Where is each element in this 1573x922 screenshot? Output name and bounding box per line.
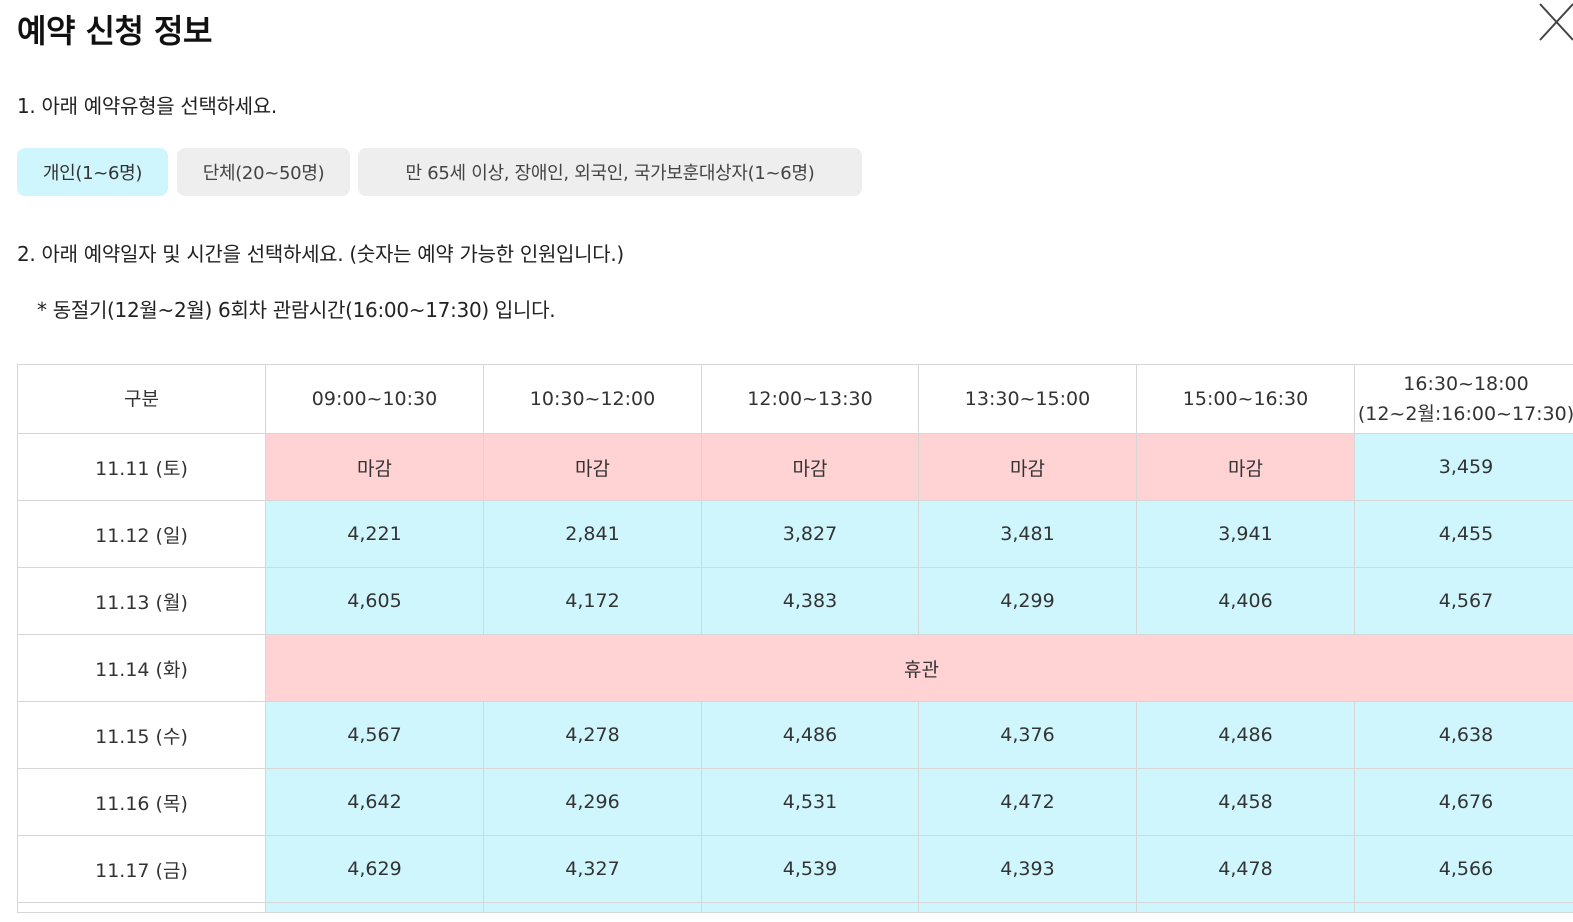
slot-available-cell[interactable]: 4,278 (483, 701, 702, 769)
slot-available-cell[interactable]: 2,841 (483, 500, 702, 568)
row-date: 11.16 (목) (17, 768, 266, 836)
table-row: 11.17 (금) 4,629 4,327 4,539 4,393 4,478 4,566 (17, 835, 1573, 903)
row-date: 11.15 (수) (17, 701, 266, 769)
schedule-header-row: 구분 09:00~10:30 10:30~12:00 12:00~13:30 1… (17, 364, 1573, 434)
page-title: 예약 신청 정보 (17, 12, 212, 50)
table-row: 11.14 (화) 휴관 (17, 634, 1573, 702)
step1-instruction: 1. 아래 예약유형을 선택하세요. (17, 94, 277, 118)
row-date (17, 902, 266, 913)
slot-available-cell[interactable]: 3,481 (918, 500, 1137, 568)
slot-available-cell[interactable]: 4,567 (265, 701, 484, 769)
slot-available-cell[interactable]: 4,472 (918, 768, 1137, 836)
slot-available-cell[interactable]: 4,629 (265, 835, 484, 903)
slot-closed-cell: 마감 (265, 433, 484, 501)
header-slot-2: 10:30~12:00 (483, 364, 702, 434)
table-row-partial (17, 902, 1573, 913)
slot-available-cell[interactable]: 3,827 (701, 500, 919, 568)
header-slot-6-winter: (12~2월:16:00~17:30) (1357, 403, 1573, 425)
slot-available-cell[interactable]: 4,376 (918, 701, 1137, 769)
slot-available-cell[interactable] (918, 902, 1137, 913)
slot-available-cell[interactable]: 4,327 (483, 835, 702, 903)
slot-available-cell[interactable]: 4,406 (1136, 567, 1355, 635)
slot-available-cell[interactable]: 4,567 (1354, 567, 1573, 635)
header-slot-3: 12:00~13:30 (701, 364, 919, 434)
slot-available-cell[interactable]: 4,676 (1354, 768, 1573, 836)
table-row: 11.12 (일) 4,221 2,841 3,827 3,481 3,941 4,455 (17, 500, 1573, 568)
slot-available-cell[interactable]: 4,458 (1136, 768, 1355, 836)
slot-available-cell[interactable] (483, 902, 702, 913)
slot-available-cell[interactable]: 4,296 (483, 768, 702, 836)
slot-available-cell[interactable]: 4,478 (1136, 835, 1355, 903)
close-icon[interactable] (1532, 0, 1573, 46)
slot-available-cell[interactable]: 4,642 (265, 768, 484, 836)
header-slot-4: 13:30~15:00 (918, 364, 1137, 434)
header-category: 구분 (17, 364, 266, 434)
slot-closed-cell: 마감 (1136, 433, 1355, 501)
table-row: 11.11 (토) 마감 마감 마감 마감 마감 3,459 (17, 433, 1573, 501)
schedule-body: 11.11 (토) 마감 마감 마감 마감 마감 3,459 11.12 (일) 4,221 2,… (17, 433, 1573, 913)
slot-available-cell[interactable]: 3,941 (1136, 500, 1355, 568)
row-date: 11.13 (월) (17, 567, 266, 635)
step2-instruction: 2. 아래 예약일자 및 시간을 선택하세요. (숫자는 예약 가능한 인원입니… (17, 242, 624, 266)
slot-available-cell[interactable] (1354, 902, 1573, 913)
header-slot-6: 16:30~18:00 (12~2월:16:00~17:30) (1354, 364, 1573, 434)
header-slot-5: 15:00~16:30 (1136, 364, 1355, 434)
slot-closed-cell: 마감 (483, 433, 702, 501)
slot-available-cell[interactable]: 4,638 (1354, 701, 1573, 769)
holiday-cell: 휴관 (265, 634, 1573, 702)
slot-available-cell[interactable] (265, 902, 484, 913)
slot-available-cell[interactable] (701, 902, 919, 913)
table-row: 11.15 (수) 4,567 4,278 4,486 4,376 4,486 4,638 (17, 701, 1573, 769)
slot-available-cell[interactable]: 4,393 (918, 835, 1137, 903)
slot-available-cell[interactable] (1136, 902, 1355, 913)
row-date: 11.17 (금) (17, 835, 266, 903)
type-individual-button[interactable]: 개인(1~6명) (17, 148, 168, 196)
slot-available-cell[interactable]: 4,221 (265, 500, 484, 568)
winter-note: * 동절기(12월~2월) 6회차 관람시간(16:00~17:30) 입니다. (37, 298, 556, 322)
slot-available-cell[interactable]: 4,605 (265, 567, 484, 635)
schedule-table: 구분 09:00~10:30 10:30~12:00 12:00~13:30 1… (17, 364, 1573, 913)
header-slot-1: 09:00~10:30 (265, 364, 484, 434)
slot-closed-cell: 마감 (918, 433, 1137, 501)
header-slot-6-time: 16:30~18:00 (1403, 373, 1529, 395)
type-group-button[interactable]: 단체(20~50명) (177, 148, 350, 196)
slot-available-cell[interactable]: 4,486 (1136, 701, 1355, 769)
type-special-button[interactable]: 만 65세 이상, 장애인, 외국인, 국가보훈대상자(1~6명) (358, 148, 862, 196)
row-date: 11.12 (일) (17, 500, 266, 568)
slot-available-cell[interactable]: 4,531 (701, 768, 919, 836)
slot-available-cell[interactable]: 4,455 (1354, 500, 1573, 568)
slot-available-cell[interactable]: 4,539 (701, 835, 919, 903)
row-date: 11.14 (화) (17, 634, 266, 702)
slot-available-cell[interactable]: 4,299 (918, 567, 1137, 635)
slot-available-cell[interactable]: 4,486 (701, 701, 919, 769)
slot-closed-cell: 마감 (701, 433, 919, 501)
slot-available-cell[interactable]: 4,566 (1354, 835, 1573, 903)
slot-available-cell[interactable]: 3,459 (1354, 433, 1573, 501)
slot-available-cell[interactable]: 4,383 (701, 567, 919, 635)
row-date: 11.11 (토) (17, 433, 266, 501)
table-row: 11.13 (월) 4,605 4,172 4,383 4,299 4,406 4,567 (17, 567, 1573, 635)
table-row: 11.16 (목) 4,642 4,296 4,531 4,472 4,458 4,676 (17, 768, 1573, 836)
slot-available-cell[interactable]: 4,172 (483, 567, 702, 635)
